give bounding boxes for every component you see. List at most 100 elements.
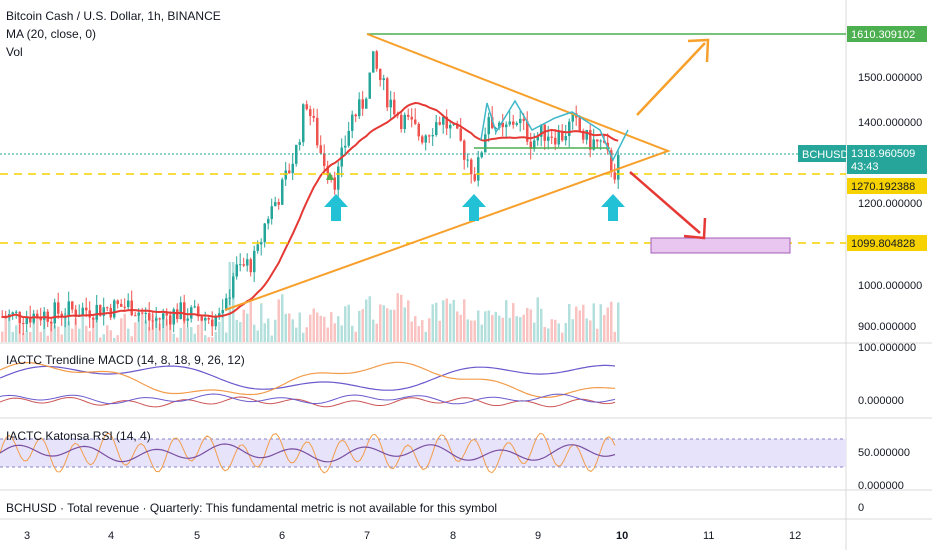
candle[interactable] <box>466 159 470 161</box>
candle[interactable] <box>88 310 92 318</box>
candle[interactable] <box>263 223 267 243</box>
candle[interactable] <box>316 117 319 146</box>
candle[interactable] <box>211 319 214 327</box>
candle[interactable] <box>260 242 263 245</box>
candle[interactable] <box>270 206 274 219</box>
candle[interactable] <box>361 99 365 109</box>
candle[interactable] <box>74 309 78 317</box>
candle[interactable] <box>487 117 491 135</box>
candle[interactable] <box>463 140 466 160</box>
candle[interactable] <box>592 139 596 150</box>
candle[interactable] <box>428 135 431 137</box>
candle[interactable] <box>449 124 452 129</box>
candle[interactable] <box>515 123 519 125</box>
candle[interactable] <box>333 177 337 190</box>
candle[interactable] <box>540 124 543 137</box>
candle[interactable] <box>375 51 379 69</box>
candle[interactable] <box>379 68 382 81</box>
candle[interactable] <box>162 313 165 320</box>
candle[interactable] <box>442 116 445 125</box>
candle[interactable] <box>298 142 302 145</box>
candle[interactable] <box>179 302 183 320</box>
candle[interactable] <box>393 99 396 115</box>
candle[interactable] <box>414 119 417 124</box>
candle[interactable] <box>564 135 568 141</box>
candle[interactable] <box>519 118 522 124</box>
candle[interactable] <box>193 306 197 308</box>
candle[interactable] <box>354 114 358 117</box>
candle[interactable] <box>172 309 176 325</box>
candle[interactable] <box>277 202 281 205</box>
candle[interactable] <box>284 170 288 180</box>
candle[interactable] <box>470 159 473 175</box>
candle[interactable] <box>267 218 270 224</box>
candle[interactable] <box>305 104 309 110</box>
candle[interactable] <box>137 312 141 316</box>
candle[interactable] <box>99 304 102 316</box>
candle[interactable] <box>610 150 613 173</box>
candle[interactable] <box>386 78 389 108</box>
candle[interactable] <box>53 302 57 324</box>
candle[interactable] <box>319 145 323 154</box>
candle[interactable] <box>309 109 312 116</box>
candle[interactable] <box>57 302 60 314</box>
candle[interactable] <box>225 298 228 310</box>
candle[interactable] <box>326 165 330 176</box>
candle[interactable] <box>144 313 148 315</box>
candle[interactable] <box>323 153 326 166</box>
candle[interactable] <box>368 72 372 99</box>
candle[interactable] <box>589 129 592 150</box>
candle[interactable] <box>67 301 71 317</box>
triangle-pattern[interactable] <box>224 33 671 311</box>
candle[interactable] <box>508 121 512 125</box>
candle[interactable] <box>113 300 116 318</box>
candle[interactable] <box>186 318 190 321</box>
candle[interactable] <box>445 116 449 129</box>
candle[interactable] <box>197 306 200 317</box>
candle[interactable] <box>127 300 130 308</box>
candle[interactable] <box>60 313 64 318</box>
candle[interactable] <box>599 140 603 142</box>
candle[interactable] <box>249 259 253 273</box>
candle[interactable] <box>29 317 32 323</box>
candle[interactable] <box>400 114 403 129</box>
candle[interactable] <box>183 302 186 321</box>
candle[interactable] <box>358 99 361 117</box>
candle[interactable] <box>253 250 256 273</box>
candle[interactable] <box>494 128 498 130</box>
candle[interactable] <box>382 78 386 81</box>
candle[interactable] <box>214 317 218 327</box>
candle[interactable] <box>372 51 375 73</box>
candle[interactable] <box>39 317 43 321</box>
candle[interactable] <box>228 297 232 299</box>
candle[interactable] <box>92 317 95 320</box>
candle[interactable] <box>491 117 494 129</box>
candle[interactable] <box>242 264 246 266</box>
candle[interactable] <box>557 131 561 145</box>
candle[interactable] <box>11 312 15 315</box>
candle[interactable] <box>204 318 207 321</box>
candle[interactable] <box>123 306 127 308</box>
candle[interactable] <box>561 131 564 141</box>
candle[interactable] <box>165 313 169 316</box>
candle[interactable] <box>337 166 340 190</box>
candle[interactable] <box>274 202 277 207</box>
candle[interactable] <box>291 163 295 174</box>
candle[interactable] <box>95 304 99 320</box>
candle[interactable] <box>505 124 508 128</box>
candle[interactable] <box>235 264 239 277</box>
candle[interactable] <box>200 316 204 321</box>
candle[interactable] <box>617 155 620 180</box>
candle[interactable] <box>190 307 193 319</box>
top-level-tag[interactable] <box>847 26 927 42</box>
candle[interactable] <box>130 300 134 316</box>
candle[interactable] <box>158 318 162 320</box>
candle[interactable] <box>582 130 585 140</box>
candle[interactable] <box>431 135 435 137</box>
candle[interactable] <box>578 117 582 131</box>
candle[interactable] <box>533 140 536 149</box>
candle[interactable] <box>526 120 529 142</box>
candle[interactable] <box>281 179 284 205</box>
candle[interactable] <box>134 315 137 317</box>
candle[interactable] <box>571 113 575 122</box>
